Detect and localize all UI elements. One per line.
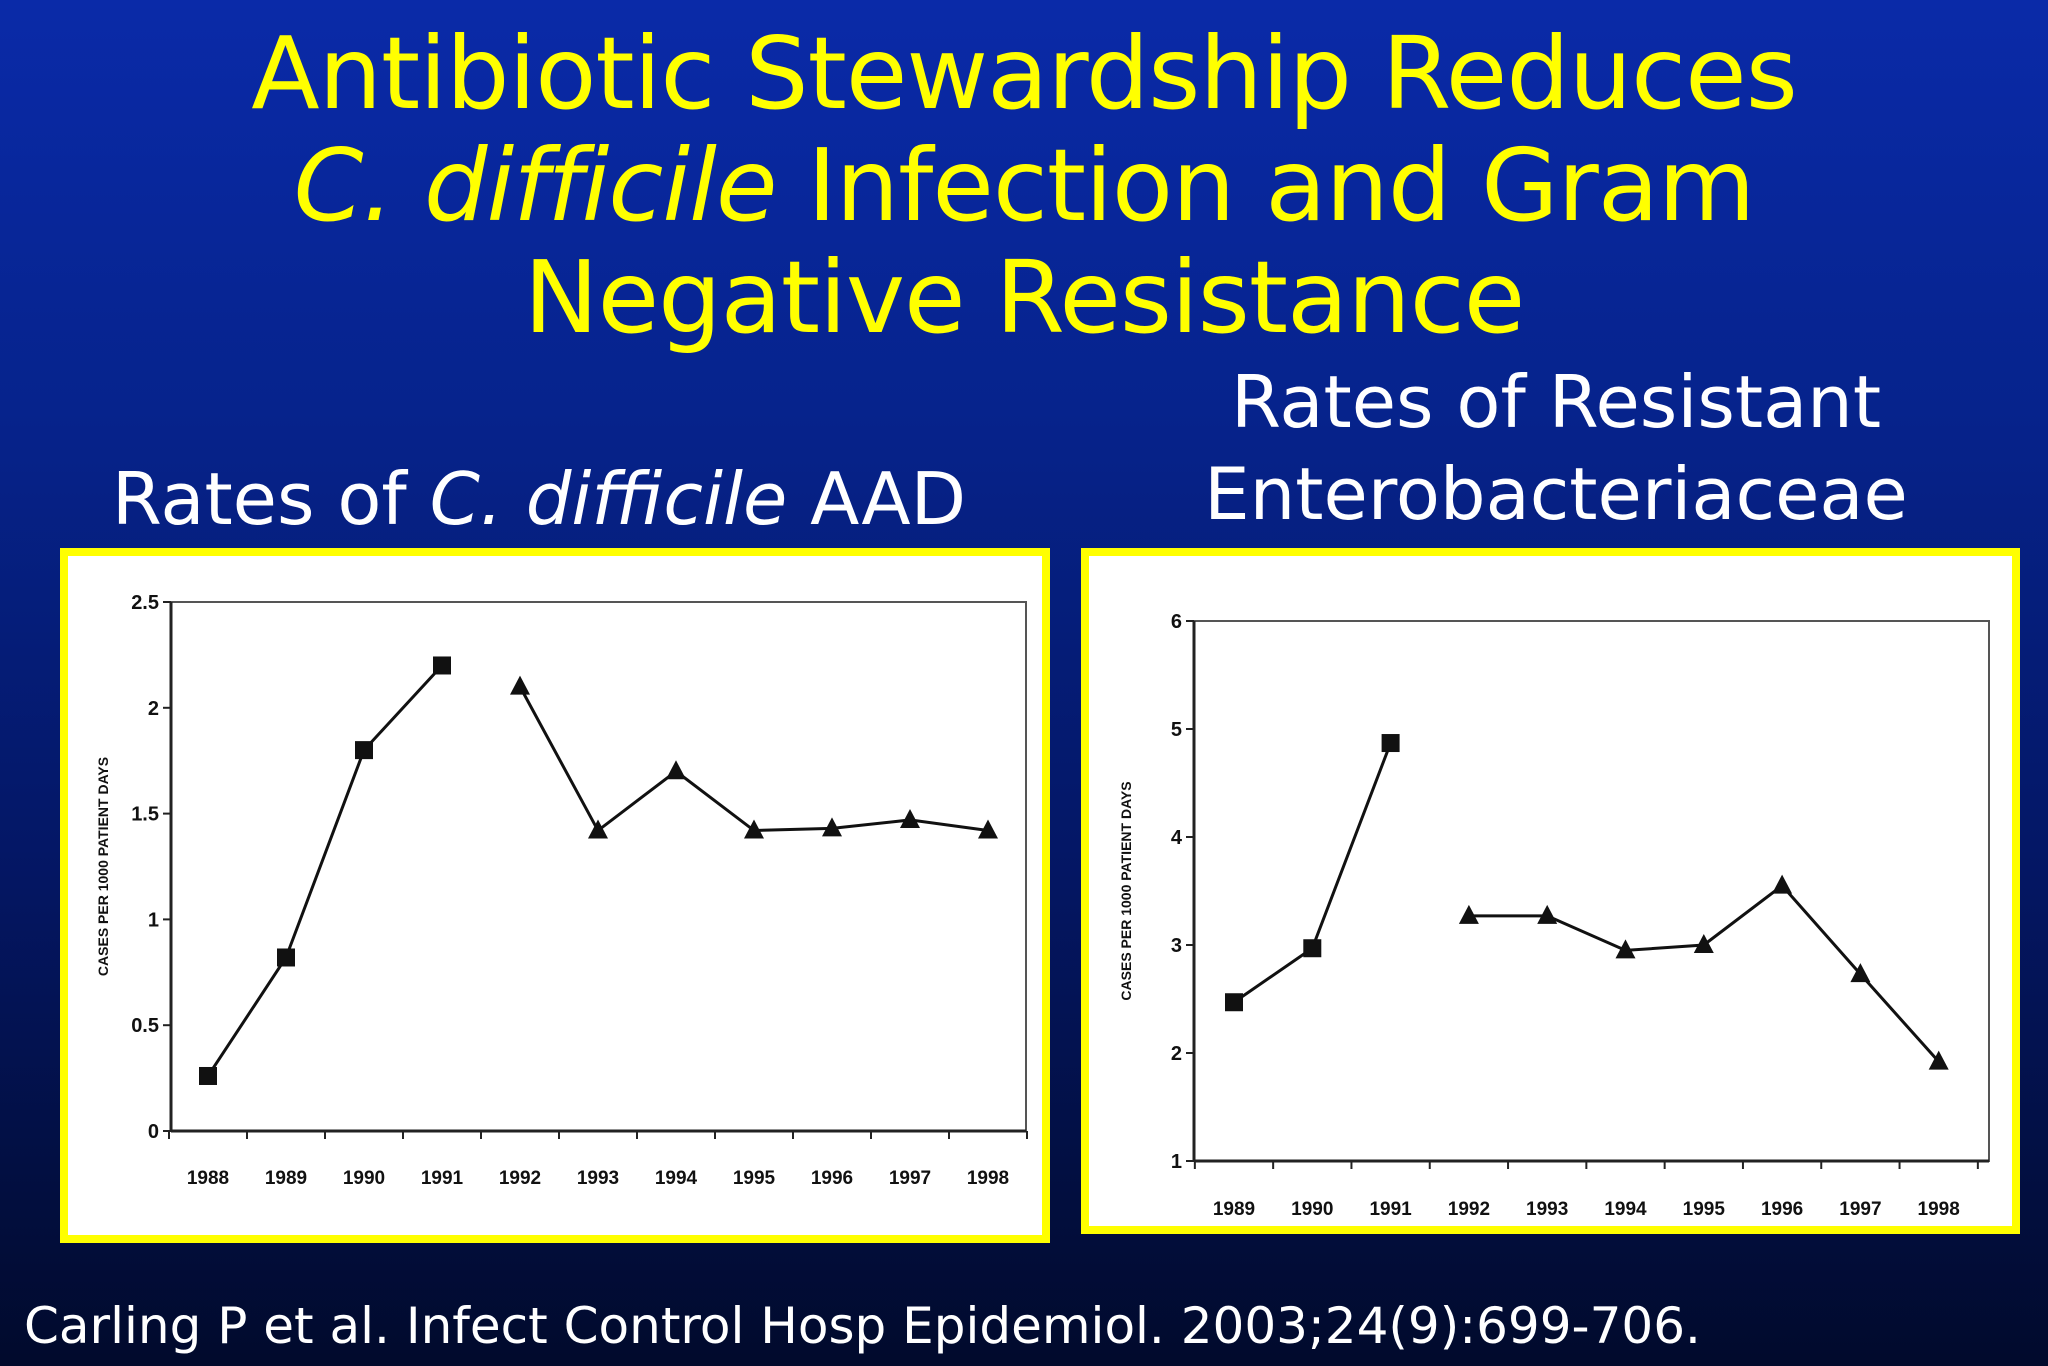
x-tick-label: 1996 <box>811 1168 853 1189</box>
y-tick-label: 1 <box>1171 1151 1182 1173</box>
y-tick-label: 1.5 <box>131 804 159 826</box>
data-point-triangle <box>1693 934 1714 953</box>
data-point-triangle <box>822 817 842 837</box>
left-title-post: AAD <box>787 457 967 541</box>
citation: Carling P et al. Infect Control Hosp Epi… <box>24 1297 1701 1355</box>
right-title-line-2: Enterobacteriaceae <box>1204 452 1908 536</box>
data-point-triangle <box>1772 874 1793 894</box>
data-point-triangle <box>1458 904 1479 924</box>
data-point-square <box>1303 939 1322 958</box>
x-tick-label: 1988 <box>187 1168 229 1189</box>
enterobacteriaceae-chart: 1 2 3 4 5 6 1989 1990 1991 1992 1993 1994 1995 1996 19… <box>1118 611 1990 1220</box>
x-tick-label: 1996 <box>1761 1199 1803 1220</box>
series-2-line <box>1468 883 1940 1063</box>
x-tick-label: 1997 <box>1839 1199 1881 1220</box>
data-point-triangle <box>1537 904 1558 924</box>
x-tick-label: 1993 <box>1526 1199 1568 1220</box>
x-tick-label: 1994 <box>1604 1199 1647 1220</box>
x-tick-label: 1989 <box>265 1168 307 1189</box>
data-point-triangle <box>1615 939 1636 959</box>
x-tick-label: 1993 <box>577 1168 619 1189</box>
series-1-line <box>206 664 444 1077</box>
data-point-triangle <box>588 819 608 839</box>
x-tick-label: 1990 <box>1291 1199 1333 1220</box>
data-point-square <box>277 948 295 967</box>
right-panel-title: Rates of Resistant Enterobacteriaceae <box>1085 356 2027 540</box>
x-tick-label: 1989 <box>1213 1199 1255 1220</box>
y-axis-label: CASES PER 1000 PATIENT DAYS <box>1118 781 1134 1000</box>
y-axis-label: CASES PER 1000 PATIENT DAYS <box>95 757 111 976</box>
y-tick-label: 0.5 <box>131 1015 159 1037</box>
left-panel-title: Rates of C. difficile AAD <box>62 453 1016 545</box>
data-point-triangle <box>978 819 998 839</box>
x-tick-label: 1991 <box>1369 1199 1412 1220</box>
right-chart-frame: 1 2 3 4 5 6 1989 1990 1991 1992 1993 1994 1995 1996 19… <box>1081 548 2020 1234</box>
x-tick-label: 1990 <box>343 1168 385 1189</box>
title-line-1: Antibiotic Stewardship Reduces <box>251 15 1798 132</box>
series-1-line <box>1233 742 1393 1004</box>
y-tick-label: 1 <box>148 909 159 931</box>
left-title-organism: C. difficile <box>429 457 788 541</box>
y-tick-label: 2 <box>148 698 159 720</box>
x-tick-label: 1997 <box>889 1168 931 1189</box>
x-tick-label: 1992 <box>1448 1199 1490 1220</box>
y-tick-label: 5 <box>1171 719 1182 741</box>
right-title-line-1: Rates of Resistant <box>1230 360 1882 444</box>
y-tick-label: 4 <box>1171 827 1183 849</box>
data-point-triangle <box>1850 963 1871 983</box>
y-tick-label: 2.5 <box>131 592 159 614</box>
x-tick-label: 1998 <box>1918 1199 1960 1220</box>
data-point-triangle <box>510 675 530 695</box>
x-tick-label: 1995 <box>1683 1199 1726 1220</box>
x-tick-label: 1992 <box>499 1168 541 1189</box>
x-tick-label: 1994 <box>655 1168 698 1189</box>
data-point-triangle <box>744 819 764 839</box>
plot-area <box>1193 620 1990 1162</box>
slide-title: Antibiotic Stewardship Reduces C. diffic… <box>0 18 2048 354</box>
y-tick-label: 2 <box>1171 1043 1182 1065</box>
y-tick-label: 6 <box>1171 611 1182 633</box>
data-point-square <box>199 1066 217 1085</box>
data-point-square <box>1225 993 1243 1012</box>
title-line-3: Negative Resistance <box>523 239 1525 356</box>
left-title-pre: Rates of <box>111 457 430 541</box>
x-tick-label: 1998 <box>967 1168 1009 1189</box>
data-point-square <box>1381 734 1400 753</box>
y-tick-label: 3 <box>1171 935 1182 957</box>
data-point-triangle <box>900 808 920 828</box>
data-point-triangle <box>666 760 686 780</box>
series-2-line <box>518 685 989 833</box>
title-line-2-rest: Infection and Gram <box>776 127 1755 244</box>
data-point-square <box>433 656 451 675</box>
data-point-square <box>355 741 373 760</box>
data-point-triangle <box>1928 1050 1949 1070</box>
x-tick-label: 1995 <box>733 1168 776 1189</box>
title-organism: C. difficile <box>293 127 778 244</box>
cdiff-chart: 0 0.5 1 1.5 2 2.5 1988 1989 1990 1991 1992 1993 1994… <box>95 592 1028 1189</box>
plot-area <box>170 601 1027 1132</box>
x-tick-label: 1991 <box>421 1168 464 1189</box>
left-chart-frame: 0 0.5 1 1.5 2 2.5 1988 1989 1990 1991 1992 1993 1994… <box>60 548 1050 1243</box>
y-tick-label: 0 <box>148 1121 159 1143</box>
title-line-2: C. difficile Infection and Gram <box>0 130 2048 242</box>
